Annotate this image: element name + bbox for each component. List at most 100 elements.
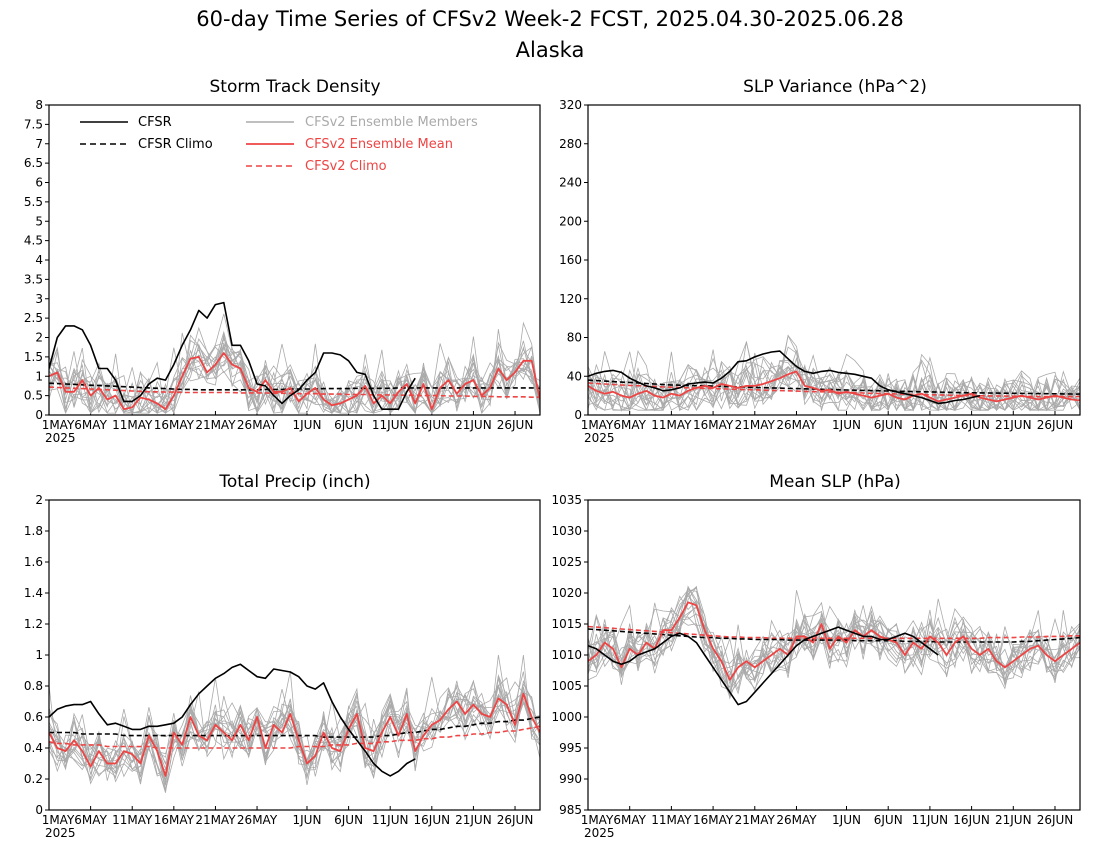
- x-tick-label: 1JUN: [293, 418, 322, 432]
- y-tick-label: 1005: [551, 679, 582, 693]
- x-tick-label: 21JUN: [455, 418, 492, 432]
- x-tick-label: 11JUN: [912, 418, 949, 432]
- ensemble-member-line: [588, 351, 1080, 412]
- x-tick-label: 16JUN: [414, 418, 451, 432]
- y-tick-label: 1.6: [24, 555, 43, 569]
- x-tick-label: 26JUN: [1037, 418, 1074, 432]
- x-tick-label: 16MAY: [154, 418, 195, 432]
- panel-title-total-precip: Total Precip (inch): [218, 472, 370, 492]
- y-tick-label: 5.5: [24, 195, 43, 209]
- y-tick-label: 2.5: [24, 311, 43, 325]
- y-tick-label: 1.8: [24, 524, 43, 538]
- x-tick-label: 6MAY: [74, 813, 107, 827]
- x-tick-label: 16JUN: [953, 813, 990, 827]
- panel-title-storm-track: Storm Track Density: [209, 77, 380, 97]
- x-tick-label: 26JUN: [497, 418, 534, 432]
- x-year-label: 2025: [584, 431, 615, 445]
- y-tick-label: 1: [35, 648, 43, 662]
- y-tick-label: 40: [567, 369, 582, 383]
- y-tick-label: 1030: [551, 524, 582, 538]
- x-tick-label: 11JUN: [912, 813, 949, 827]
- x-tick-label: 26MAY: [776, 418, 817, 432]
- x-tick-label: 6MAY: [613, 813, 646, 827]
- x-tick-label: 1JUN: [293, 813, 322, 827]
- ensemble-member-line: [49, 682, 540, 793]
- y-tick-label: 2: [35, 493, 43, 507]
- x-tick-label: 1MAY: [42, 813, 75, 827]
- x-tick-label: 21JUN: [455, 813, 492, 827]
- x-tick-label: 16MAY: [693, 418, 734, 432]
- y-tick-label: 1000: [551, 710, 582, 724]
- y-tick-label: 200: [559, 214, 582, 228]
- y-tick-label: 1025: [551, 555, 582, 569]
- y-tick-label: 1.5: [24, 350, 43, 364]
- ensemble-member-line: [588, 361, 1080, 412]
- x-tick-label: 16MAY: [154, 813, 195, 827]
- x-tick-label: 21MAY: [195, 418, 236, 432]
- ensemble-member-line: [49, 654, 540, 791]
- plot-frame: [587, 499, 1081, 811]
- ensemble-member-line: [588, 356, 1080, 411]
- x-tick-label: 6JUN: [334, 418, 363, 432]
- series-line-cfsv2-ensemble-mean: [588, 601, 1080, 681]
- y-tick-label: 1035: [551, 493, 582, 507]
- x-tick-label: 1JUN: [832, 418, 861, 432]
- x-tick-label: 6MAY: [613, 418, 646, 432]
- y-tick-label: 0.8: [24, 679, 43, 693]
- x-tick-label: 26MAY: [237, 418, 278, 432]
- y-tick-label: 120: [559, 292, 582, 306]
- ensemble-member-line: [49, 333, 540, 414]
- x-tick-label: 16MAY: [693, 813, 734, 827]
- x-tick-label: 11MAY: [651, 418, 692, 432]
- ensemble-member-line: [588, 605, 1080, 694]
- ensemble-member-line: [49, 676, 540, 781]
- ensemble-member-line: [49, 689, 540, 780]
- x-tick-label: 1MAY: [581, 813, 614, 827]
- x-year-label: 2025: [45, 826, 76, 840]
- x-tick-label: 11JUN: [372, 813, 409, 827]
- y-tick-label: 995: [559, 741, 582, 755]
- y-tick-label: 1015: [551, 617, 582, 631]
- x-tick-label: 11JUN: [372, 418, 409, 432]
- storm-track-density-panel: 0 0.5 1 1.5 2 2.5 3 3.5 4 4.5 5 5.5 6 6.5 7 7.5 8 1MAY 6MA…: [24, 98, 541, 445]
- y-tick-label: 280: [559, 137, 582, 151]
- x-tick-label: 21MAY: [735, 813, 776, 827]
- ensemble-member-line: [588, 341, 1080, 412]
- y-tick-label: 1: [35, 369, 43, 383]
- x-tick-label: 26MAY: [237, 813, 278, 827]
- y-tick-label: 2: [35, 331, 43, 345]
- y-tick-label: 0.5: [24, 389, 43, 403]
- y-tick-label: 8: [35, 98, 43, 112]
- y-tick-label: 1020: [551, 586, 582, 600]
- x-tick-label: 6JUN: [874, 418, 903, 432]
- y-tick-label: 6.5: [24, 156, 43, 170]
- y-tick-label: 1.4: [24, 586, 43, 600]
- y-tick-label: 0.4: [24, 741, 43, 755]
- y-tick-label: 0: [35, 803, 43, 817]
- figure-subtitle: Alaska: [516, 38, 585, 62]
- plot-frame: [48, 499, 541, 811]
- y-tick-label: 320: [559, 98, 582, 112]
- series-line-cfsv2-climo: [49, 386, 540, 399]
- y-tick-label: 7.5: [24, 117, 43, 131]
- series-line-cfsr: [588, 626, 939, 706]
- y-tick-label: 7: [35, 137, 43, 151]
- ensemble-member-line: [49, 686, 540, 780]
- series-line-cfsv2-ensemble-mean: [49, 352, 540, 411]
- plot-frame: [48, 104, 541, 416]
- y-tick-label: 1.2: [24, 617, 43, 631]
- series-line-cfsv2-climo: [49, 725, 540, 749]
- y-tick-label: 6: [35, 176, 43, 190]
- y-tick-label: 160: [559, 253, 582, 267]
- legend-label-ens-mean: CFSv2 Ensemble Mean: [305, 137, 453, 152]
- x-tick-label: 21JUN: [995, 418, 1032, 432]
- series-line-cfsr-climo: [49, 382, 540, 391]
- x-tick-label: 1MAY: [581, 418, 614, 432]
- y-tick-label: 0.6: [24, 710, 43, 724]
- series-line-cfsr: [588, 350, 981, 405]
- x-tick-label: 26MAY: [776, 813, 817, 827]
- y-tick-label: 3.5: [24, 272, 43, 286]
- series-line-cfsv2-climo: [588, 625, 1080, 640]
- plot-frame: [587, 104, 1081, 416]
